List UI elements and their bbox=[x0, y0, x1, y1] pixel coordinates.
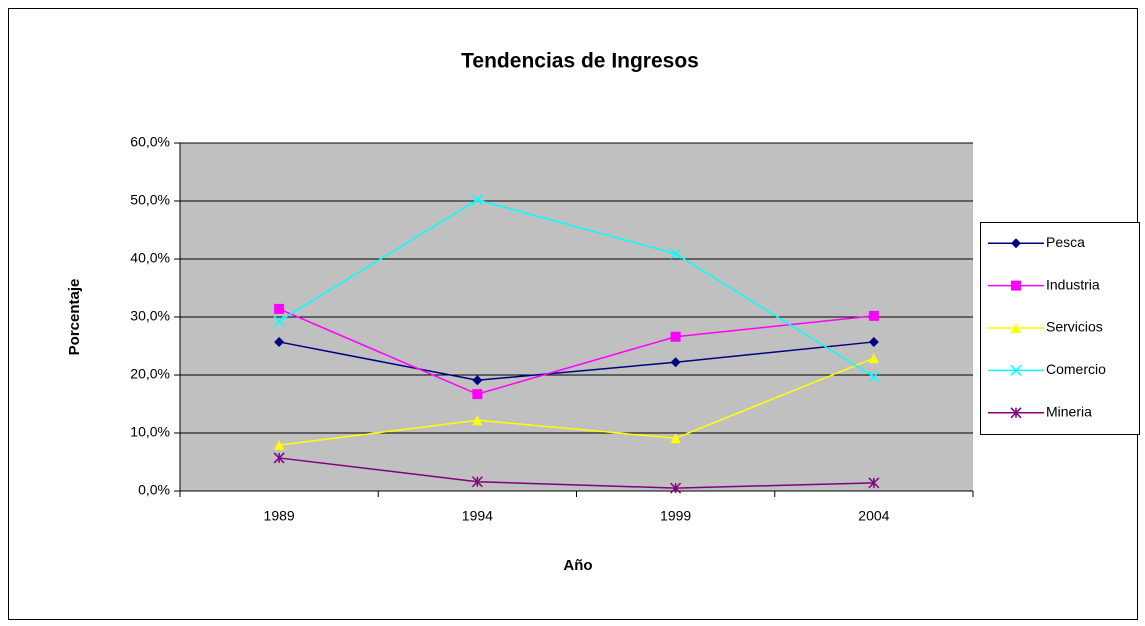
y-tick-label: 40,0% bbox=[130, 250, 170, 266]
x-tick-label: 2004 bbox=[858, 508, 889, 524]
data-point bbox=[472, 415, 483, 426]
data-point bbox=[868, 336, 879, 347]
legend-label: Mineria bbox=[1046, 404, 1092, 420]
data-point-part bbox=[670, 357, 681, 368]
y-tick-label: 50,0% bbox=[130, 192, 170, 208]
data-point bbox=[472, 375, 483, 386]
legend-marker-part bbox=[1011, 280, 1021, 291]
series-line bbox=[278, 199, 875, 378]
legend-marker-part bbox=[1010, 364, 1022, 376]
data-point bbox=[471, 476, 483, 488]
data-point-part bbox=[868, 353, 879, 364]
series-line bbox=[278, 308, 874, 395]
legend-label: Pesca bbox=[1046, 234, 1085, 250]
data-point bbox=[273, 452, 285, 464]
data-point-part bbox=[274, 336, 285, 347]
data-point-part bbox=[472, 415, 483, 426]
data-point bbox=[472, 389, 483, 400]
data-point-part bbox=[670, 331, 681, 342]
data-point bbox=[274, 336, 285, 347]
data-point-part bbox=[472, 389, 483, 400]
x-axis-label: Año bbox=[563, 557, 592, 574]
y-tick-label: 20,0% bbox=[130, 366, 170, 382]
legend-marker bbox=[1011, 238, 1021, 249]
legend-marker-part bbox=[1011, 238, 1021, 249]
data-point bbox=[868, 477, 880, 489]
legend-marker bbox=[1011, 280, 1021, 291]
y-tick-label: 30,0% bbox=[130, 308, 170, 324]
data-point bbox=[274, 303, 285, 314]
data-point bbox=[868, 310, 879, 321]
legend-label: Servicios bbox=[1046, 319, 1103, 335]
legend-marker bbox=[1010, 407, 1022, 419]
x-tick-label: 1999 bbox=[660, 508, 691, 524]
y-axis-label: Porcentaje bbox=[66, 279, 83, 356]
data-point-part bbox=[274, 303, 285, 314]
series-line bbox=[279, 457, 874, 489]
data-point bbox=[670, 357, 681, 368]
legend-marker bbox=[1011, 323, 1021, 333]
x-tick-label: 1994 bbox=[462, 508, 493, 524]
legend-label: Industria bbox=[1046, 276, 1100, 292]
y-tick-label: 0,0% bbox=[138, 482, 170, 498]
data-point bbox=[670, 433, 681, 444]
x-tick-label: 1989 bbox=[264, 508, 295, 524]
y-tick-label: 60,0% bbox=[130, 134, 170, 150]
series-line bbox=[278, 341, 874, 381]
data-point bbox=[670, 482, 682, 494]
legend-marker bbox=[1010, 364, 1022, 376]
chart-title: Tendencias de Ingresos bbox=[461, 50, 699, 73]
data-point bbox=[868, 353, 879, 364]
data-point-part bbox=[670, 248, 682, 260]
y-tick-label: 10,0% bbox=[130, 424, 170, 440]
data-point bbox=[670, 248, 682, 260]
data-point-part bbox=[868, 336, 879, 347]
data-point-part bbox=[273, 315, 285, 327]
data-point bbox=[274, 440, 285, 451]
data-point bbox=[868, 371, 880, 383]
data-point-part bbox=[670, 433, 681, 444]
data-point-part bbox=[472, 375, 483, 386]
data-point-part bbox=[274, 440, 285, 451]
data-point-part bbox=[868, 371, 880, 383]
series-line bbox=[279, 357, 875, 446]
data-point bbox=[471, 194, 483, 206]
legend-marker-part bbox=[1011, 323, 1021, 333]
data-point bbox=[273, 315, 285, 327]
legend-label: Comercio bbox=[1046, 361, 1106, 377]
data-point-part bbox=[868, 310, 879, 321]
data-point bbox=[670, 331, 681, 342]
data-point-part bbox=[471, 194, 483, 206]
